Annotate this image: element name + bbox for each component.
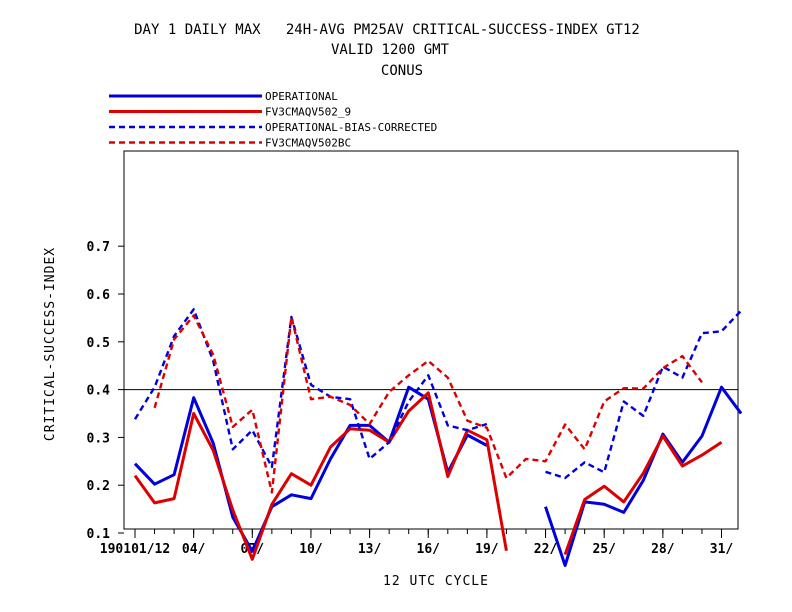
x-tick-label: 31/ — [710, 542, 734, 557]
y-tick-label: 0.1 — [87, 527, 111, 542]
x-tick-label: 13/ — [358, 542, 382, 557]
series-line-fv3cmaqv502_9 — [133, 391, 508, 561]
x-tick-label: 04/ — [182, 542, 206, 557]
legend-label: FV3CMAQV502BC — [265, 137, 351, 150]
x-tick-label: 28/ — [651, 542, 675, 557]
legend: OPERATIONAL FV3CMAQV502_9 OPERATIONAL-BIAS… — [109, 90, 437, 150]
series-line-operational — [544, 385, 743, 567]
series-line-operational-bias-corrected — [545, 309, 742, 480]
x-axis-ticks: 190101/12 04/07/10/13/16/19/22/25/28/31/ — [100, 529, 734, 557]
x-tick-label: 190101/12 — [100, 542, 170, 557]
y-tick-label: 0.3 — [87, 431, 110, 446]
y-tick-label: 0.5 — [87, 336, 110, 351]
y-axis-ticks: 0.1 0.2 0.3 0.4 0.5 0.6 0.7 — [87, 240, 124, 542]
series-lines — [133, 308, 743, 567]
x-tick-label: 19/ — [475, 542, 499, 557]
chart-title-line-1: DAY 1 DAILY MAX 24H-AVG PM25AV CRITICAL-… — [134, 22, 640, 38]
legend-label: OPERATIONAL-BIAS-CORRECTED — [265, 121, 437, 134]
x-tick-label: 25/ — [592, 542, 616, 557]
series-line-fv3cmaqv502_9 — [563, 434, 723, 556]
y-tick-label: 0.7 — [87, 240, 110, 255]
y-tick-label: 0.4 — [87, 384, 111, 399]
series-line-operational-bias-corrected — [133, 308, 488, 469]
chart-title-line-2: VALID 1200 GMT — [331, 42, 450, 58]
y-axis-label: CRITICAL-SUCCESS-INDEX — [43, 247, 58, 441]
legend-label: OPERATIONAL — [265, 90, 338, 103]
y-tick-label: 0.6 — [87, 288, 111, 303]
x-tick-label: 16/ — [417, 542, 441, 557]
y-tick-label: 0.2 — [87, 479, 110, 494]
plot-frame — [123, 150, 739, 530]
legend-label: FV3CMAQV502_9 — [265, 106, 351, 119]
chart-title-line-3: CONUS — [381, 63, 423, 79]
series-line-fv3cmaqv502bc — [153, 314, 703, 494]
x-tick-label: 22/ — [534, 542, 558, 557]
x-tick-label: 10/ — [299, 542, 323, 557]
x-axis-label: 12 UTC CYCLE — [383, 574, 489, 589]
